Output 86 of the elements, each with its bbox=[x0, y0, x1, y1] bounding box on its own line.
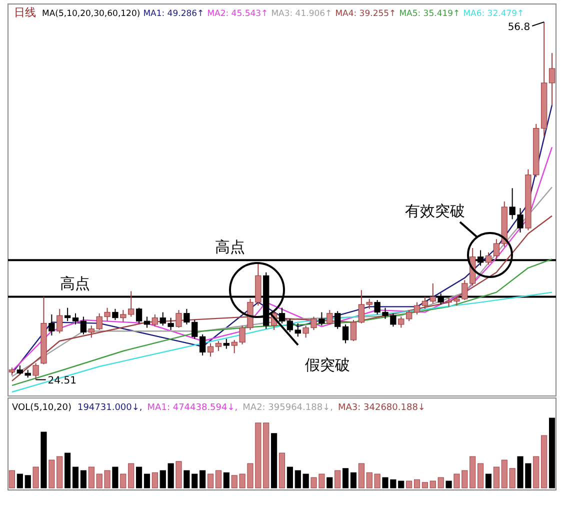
bar bbox=[446, 480, 452, 488]
candlestick bbox=[422, 296, 428, 310]
candlestick bbox=[286, 318, 294, 333]
bar bbox=[422, 482, 428, 488]
annotation: 假突破 bbox=[305, 356, 350, 374]
bar bbox=[278, 452, 286, 488]
bar bbox=[271, 433, 278, 488]
text: MA6: 32.479↑ bbox=[463, 9, 524, 19]
candlestick bbox=[350, 319, 357, 342]
bar bbox=[326, 477, 333, 488]
bar bbox=[406, 480, 412, 488]
bar bbox=[485, 474, 492, 488]
bar bbox=[136, 466, 142, 488]
bar bbox=[342, 468, 349, 488]
candlestick bbox=[493, 238, 500, 260]
text: MA1: 474438.594↓, bbox=[147, 403, 238, 413]
candlestick bbox=[64, 307, 71, 322]
candlestick bbox=[294, 322, 301, 338]
legend-title: MA(5,10,20,30,60,120) bbox=[42, 9, 140, 19]
candlestick bbox=[223, 338, 230, 350]
bar bbox=[16, 474, 23, 488]
candlestick bbox=[200, 334, 206, 356]
bar bbox=[286, 466, 293, 488]
candlestick bbox=[318, 312, 325, 326]
bar bbox=[533, 456, 540, 488]
text: MA2: 45.543↑ bbox=[207, 9, 268, 19]
candlestick bbox=[72, 312, 79, 325]
bar bbox=[541, 435, 548, 488]
candlestick bbox=[215, 340, 222, 352]
bar bbox=[64, 452, 71, 488]
candlestick bbox=[278, 307, 286, 324]
text: MA1: 49.286↑ bbox=[143, 9, 204, 19]
candlestick bbox=[136, 307, 142, 324]
bar bbox=[40, 432, 47, 488]
text: MA3: 342680.188↓ bbox=[338, 403, 426, 413]
bar bbox=[72, 466, 79, 488]
candlestick bbox=[176, 310, 182, 328]
candlestick bbox=[56, 308, 63, 334]
bar bbox=[493, 466, 500, 488]
candlestick bbox=[548, 52, 556, 106]
bar bbox=[414, 479, 420, 488]
candlestick bbox=[406, 310, 412, 322]
bar bbox=[549, 418, 556, 488]
text: MA2: 395964.188↓, bbox=[242, 403, 333, 413]
candlestick bbox=[334, 310, 341, 330]
bar bbox=[350, 472, 357, 488]
text: 194731.000↓, bbox=[77, 403, 142, 413]
bar bbox=[334, 470, 341, 488]
candlestick bbox=[430, 282, 436, 304]
bar bbox=[207, 474, 214, 488]
candlestick bbox=[80, 316, 87, 335]
text: MA5: 35.419↑ bbox=[399, 9, 460, 19]
bar bbox=[200, 470, 206, 488]
bar bbox=[32, 466, 39, 488]
candlestick bbox=[326, 310, 333, 325]
candlestick bbox=[207, 342, 214, 358]
bar bbox=[8, 470, 15, 488]
bar bbox=[144, 474, 150, 488]
bar bbox=[478, 463, 484, 488]
candlestick bbox=[398, 316, 404, 328]
annotation: 24.51 bbox=[48, 376, 76, 387]
candlestick bbox=[152, 314, 158, 328]
candlestick bbox=[112, 308, 118, 320]
bar bbox=[112, 466, 118, 488]
candlestick bbox=[414, 302, 420, 315]
candlestick bbox=[342, 324, 349, 344]
bar bbox=[80, 470, 86, 488]
bar bbox=[215, 470, 222, 488]
candlestick bbox=[358, 290, 364, 324]
annotation: 56.8 bbox=[508, 22, 530, 33]
annotation: 有效突破 bbox=[405, 202, 465, 220]
candlestick bbox=[144, 316, 150, 328]
chart-title: VOL(5,10,20) bbox=[12, 403, 72, 413]
text: MA3: 41.906↑ bbox=[271, 9, 332, 19]
bar bbox=[223, 472, 230, 488]
bar bbox=[24, 475, 31, 488]
bar bbox=[358, 463, 364, 488]
ref-line-label: 高点 bbox=[215, 238, 245, 256]
candlestick bbox=[485, 252, 492, 266]
candlestick bbox=[48, 314, 55, 336]
ref-line-label: 高点 bbox=[60, 274, 90, 293]
text: MA4: 39.255↑ bbox=[335, 9, 396, 19]
candlestick bbox=[366, 298, 372, 310]
chart-title: 日线 bbox=[14, 6, 36, 19]
bar bbox=[176, 461, 182, 488]
bar bbox=[152, 472, 158, 488]
